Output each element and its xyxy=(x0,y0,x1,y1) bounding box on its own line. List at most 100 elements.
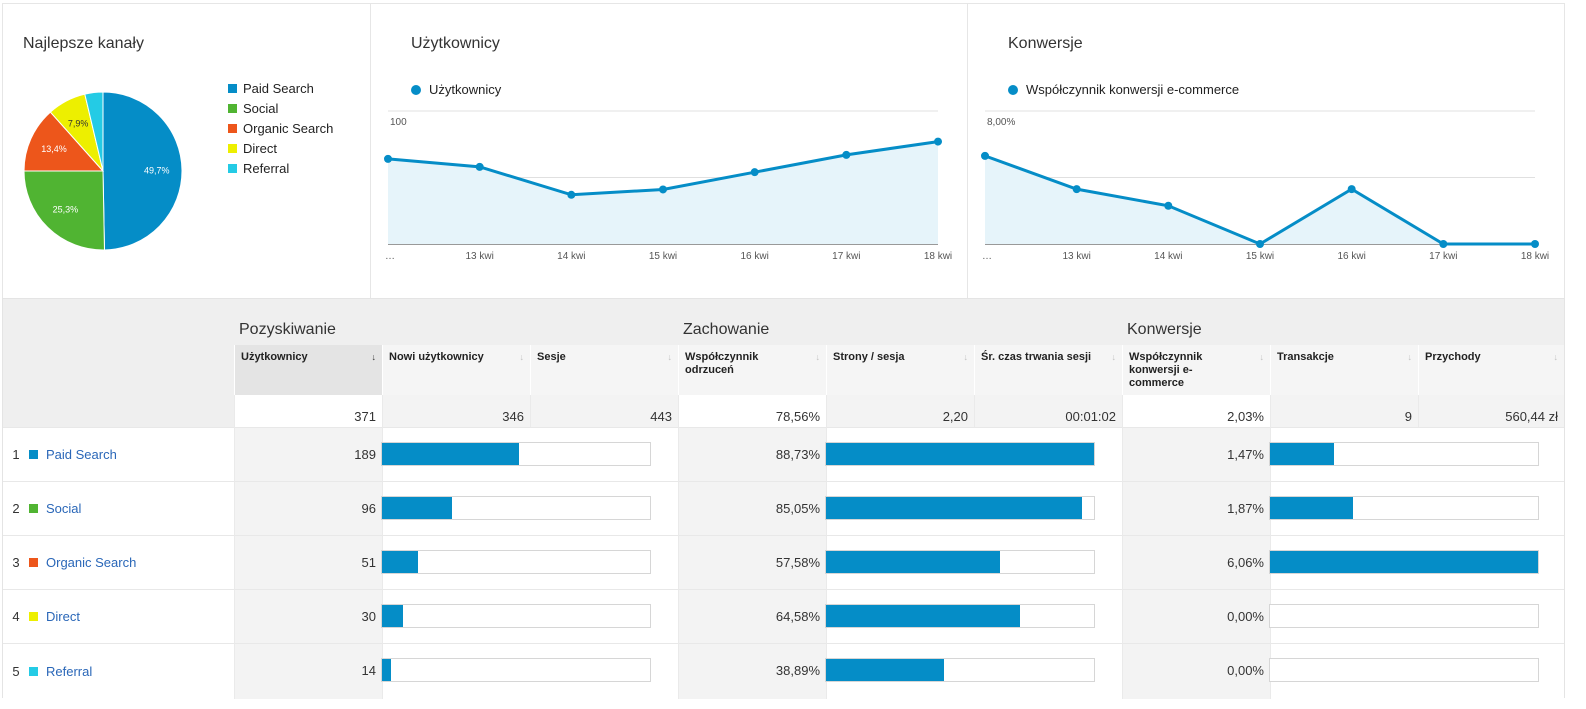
x-tick-label: … xyxy=(982,251,992,262)
legend-item-organic-search[interactable]: Organic Search xyxy=(228,118,333,138)
users-series-label: Użytkownicy xyxy=(429,82,502,97)
row-users-value: 96 xyxy=(234,481,382,535)
bar-fill xyxy=(826,659,944,681)
col-sessions[interactable]: Sesje ↓ xyxy=(530,345,678,395)
row-bounce-rate-value: 64,58% xyxy=(678,589,826,643)
pie-slice-organic-search[interactable] xyxy=(23,111,105,172)
col-label: Sesje xyxy=(537,351,566,363)
bar-fill xyxy=(1270,551,1538,573)
data-point[interactable] xyxy=(1164,201,1173,210)
x-tick-label: 14 kwi xyxy=(1154,251,1182,262)
data-point[interactable] xyxy=(659,185,667,194)
bar-fill xyxy=(826,497,1082,519)
col-new-users[interactable]: Nowi użytkownicy ↓ xyxy=(382,345,530,395)
data-point[interactable] xyxy=(750,168,759,177)
sort-arrow-icon: ↓ xyxy=(1259,352,1265,362)
data-point[interactable] xyxy=(981,151,989,160)
bar-fill xyxy=(382,443,519,465)
data-point[interactable] xyxy=(475,162,484,171)
row-channel-link[interactable]: Social xyxy=(46,501,82,516)
total-transactions: 9 xyxy=(1270,395,1418,427)
row-conversion-value: 1,87% xyxy=(1122,481,1270,535)
col-label: Użytkownicy xyxy=(241,351,308,363)
col-users[interactable]: Użytkownicy ↓ xyxy=(234,345,382,395)
row-behavior-bar-cell xyxy=(825,427,1122,481)
channels-legend: Paid Search Social Organic Search Direct… xyxy=(228,78,333,178)
legend-item-direct[interactable]: Direct xyxy=(228,138,333,158)
bar-track xyxy=(1269,658,1539,682)
row-users-value: 189 xyxy=(234,427,382,481)
referral-swatch xyxy=(228,163,237,173)
group-acquisition: Pozyskiwanie xyxy=(239,321,336,338)
row-number: 5 xyxy=(12,664,20,679)
col-ecommerce-conversion[interactable]: Współczynnik konwersji e-commerce ↓ xyxy=(1122,345,1270,395)
social-swatch xyxy=(228,103,237,113)
total-revenue: 560,44 zł xyxy=(1418,395,1564,427)
sort-arrow-icon: ↓ xyxy=(1111,352,1117,362)
bar-fill xyxy=(382,551,419,573)
legend-label: Social xyxy=(243,100,279,116)
legend-item-referral[interactable]: Referral xyxy=(228,158,333,178)
x-tick-label: 18 kwi xyxy=(924,251,952,262)
top-channels-panel: Najlepsze kanały 49,7% 25,3% 13,4% 7,9% Pai… xyxy=(2,3,371,299)
legend-label: Paid Search xyxy=(243,80,314,96)
col-revenue[interactable]: Przychody ↓ xyxy=(1418,345,1564,395)
col-avg-session-duration[interactable]: Śr. czas trwania sesji ↓ xyxy=(974,345,1122,395)
data-point[interactable] xyxy=(1347,185,1356,194)
paid-search-swatch xyxy=(228,83,237,93)
data-point[interactable] xyxy=(567,190,576,199)
bar-track xyxy=(381,496,651,520)
row-number: 3 xyxy=(12,555,20,570)
data-point[interactable] xyxy=(384,154,392,163)
row-conversion-value: 0,00% xyxy=(1122,643,1270,699)
legend-item-paid-search[interactable]: Paid Search xyxy=(228,78,333,98)
legend-item-social[interactable]: Social xyxy=(228,98,333,118)
bar-fill xyxy=(382,659,392,681)
col-pages-per-session[interactable]: Strony / sesja ↓ xyxy=(826,345,974,395)
row-behavior-bar-cell xyxy=(825,643,1122,699)
bar-track xyxy=(1269,442,1539,466)
data-point[interactable] xyxy=(1072,185,1081,194)
row-channel-link[interactable]: Direct xyxy=(46,609,80,624)
bar-fill xyxy=(826,551,1001,573)
table-row: 1 Paid Search xyxy=(3,427,234,481)
total-ecommerce-conversion: 2,03% xyxy=(1122,395,1270,427)
pie-slice-social[interactable] xyxy=(23,170,105,251)
sort-arrow-icon: ↓ xyxy=(1407,352,1413,362)
data-point[interactable] xyxy=(1256,240,1264,248)
users-title: Użytkownicy xyxy=(411,35,500,52)
row-number: 2 xyxy=(12,501,20,516)
total-pages-per-session: 2,20 xyxy=(826,395,974,427)
data-point[interactable] xyxy=(1531,240,1539,248)
organic-search-swatch xyxy=(228,123,237,133)
row-channel-link[interactable]: Organic Search xyxy=(46,555,137,570)
bar-fill xyxy=(382,605,404,627)
pie-slice-referral[interactable] xyxy=(84,91,104,172)
legend-label: Direct xyxy=(243,140,277,156)
row-behavior-bar-cell xyxy=(825,589,1122,643)
x-tick-label: 15 kwi xyxy=(1246,251,1274,262)
data-point[interactable] xyxy=(842,150,851,159)
sort-arrow-icon: ↓ xyxy=(667,352,673,362)
row-color-swatch xyxy=(29,450,38,459)
x-tick-label: 13 kwi xyxy=(465,251,493,262)
row-bounce-rate-value: 38,89% xyxy=(678,643,826,699)
row-number: 4 xyxy=(12,609,20,624)
total-sessions: 443 xyxy=(530,395,678,427)
row-channel-link[interactable]: Paid Search xyxy=(46,447,117,462)
sort-arrow-icon: ↓ xyxy=(371,352,377,362)
col-bounce-rate[interactable]: Współczynnik odrzuceń ↓ xyxy=(678,345,826,395)
row-behavior-bar-cell xyxy=(825,535,1122,589)
col-transactions[interactable]: Transakcje ↓ xyxy=(1270,345,1418,395)
data-point[interactable] xyxy=(934,137,942,146)
channels-pie-chart: 49,7% 25,3% 13,4% 7,9% xyxy=(23,91,183,251)
x-tick-label: 14 kwi xyxy=(557,251,585,262)
row-channel-link[interactable]: Referral xyxy=(46,664,93,679)
row-new-users-bar-cell xyxy=(381,589,678,643)
data-point[interactable] xyxy=(1439,240,1448,248)
pie-slice-paid-search[interactable] xyxy=(102,91,183,251)
bar-track xyxy=(825,658,1095,682)
conversion-series-legend: Współczynnik konwersji e-commerce xyxy=(1008,82,1239,97)
